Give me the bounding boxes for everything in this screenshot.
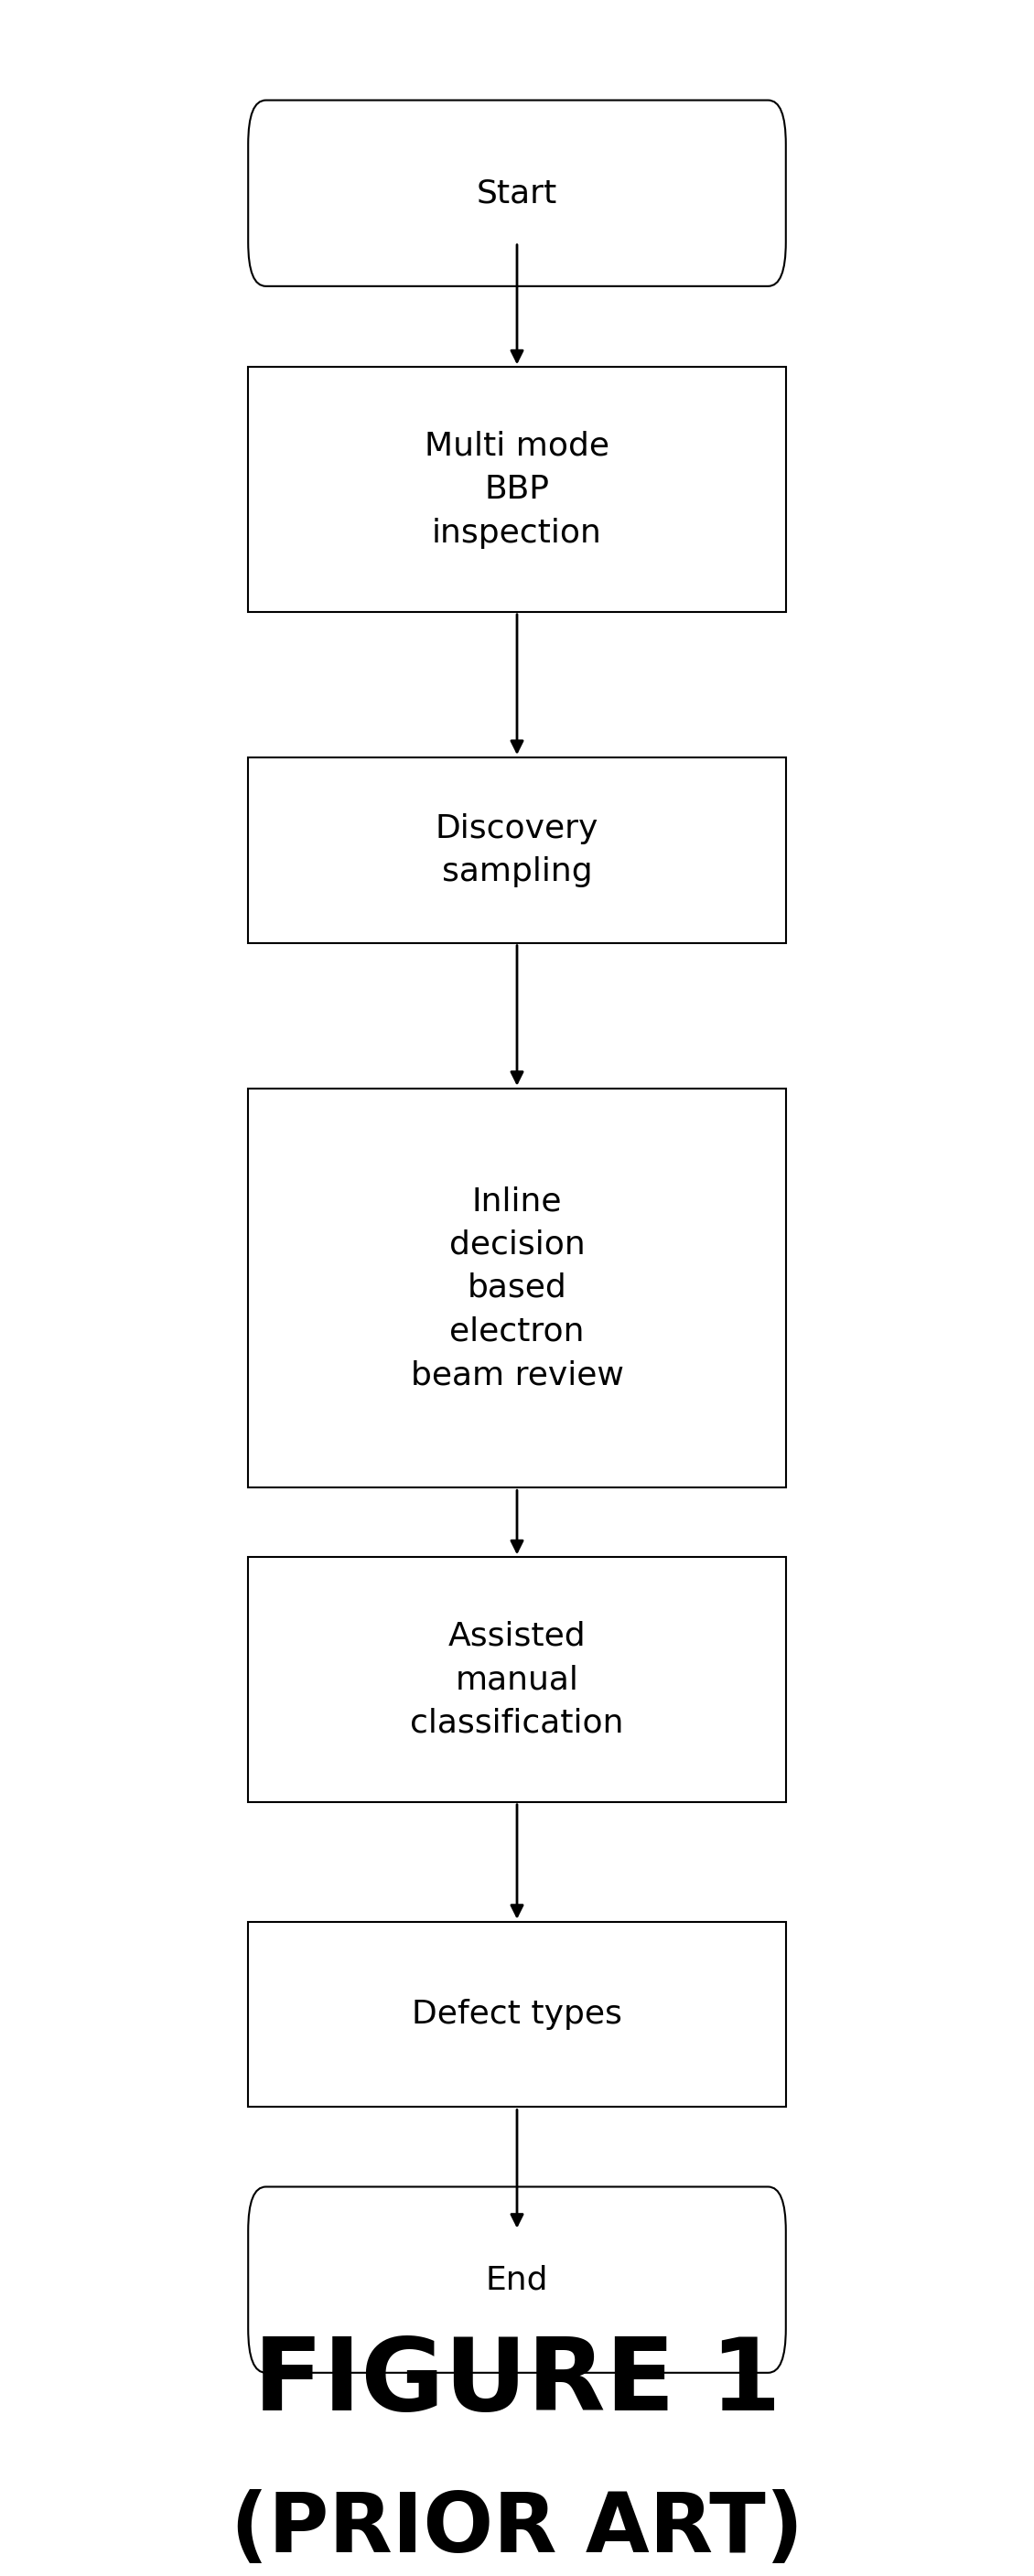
Text: End: End [486,2264,548,2295]
Text: Discovery
sampling: Discovery sampling [435,814,599,886]
Text: (PRIOR ART): (PRIOR ART) [231,2488,803,2571]
Bar [248,366,786,611]
Bar [248,1087,786,1489]
Text: Inline
decision
based
electron
beam review: Inline decision based electron beam revi… [410,1185,624,1391]
Bar [248,757,786,943]
Text: Multi mode
BBP
inspection: Multi mode BBP inspection [425,430,609,549]
Text: Defect types: Defect types [412,1999,622,2030]
Text: Start: Start [477,178,557,209]
Text: FIGURE 1: FIGURE 1 [253,2334,781,2432]
FancyBboxPatch shape [248,100,786,286]
Bar [248,1922,786,2107]
Text: Assisted
manual
classification: Assisted manual classification [410,1620,624,1739]
Bar [248,1556,786,1803]
FancyBboxPatch shape [248,2187,786,2372]
